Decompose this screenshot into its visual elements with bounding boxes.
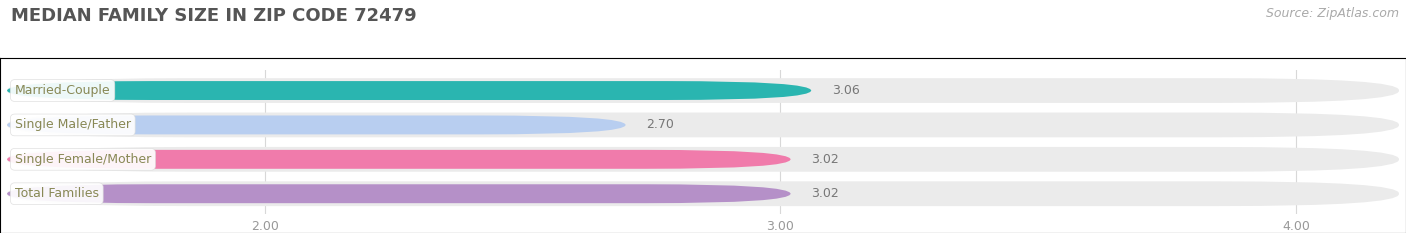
FancyBboxPatch shape [7,113,1399,137]
Text: 2.70: 2.70 [647,118,673,131]
Text: 3.02: 3.02 [811,153,839,166]
FancyBboxPatch shape [7,147,1399,172]
FancyBboxPatch shape [7,81,811,100]
Text: Single Female/Mother: Single Female/Mother [14,153,150,166]
FancyBboxPatch shape [7,150,790,169]
FancyBboxPatch shape [7,181,1399,206]
Text: 3.02: 3.02 [811,187,839,200]
Text: Source: ZipAtlas.com: Source: ZipAtlas.com [1265,7,1399,20]
FancyBboxPatch shape [7,184,790,203]
Text: Married-Couple: Married-Couple [14,84,111,97]
Text: Single Male/Father: Single Male/Father [14,118,131,131]
FancyBboxPatch shape [7,116,626,134]
Text: 3.06: 3.06 [832,84,859,97]
FancyBboxPatch shape [7,78,1399,103]
Text: MEDIAN FAMILY SIZE IN ZIP CODE 72479: MEDIAN FAMILY SIZE IN ZIP CODE 72479 [11,7,416,25]
Text: Total Families: Total Families [14,187,98,200]
